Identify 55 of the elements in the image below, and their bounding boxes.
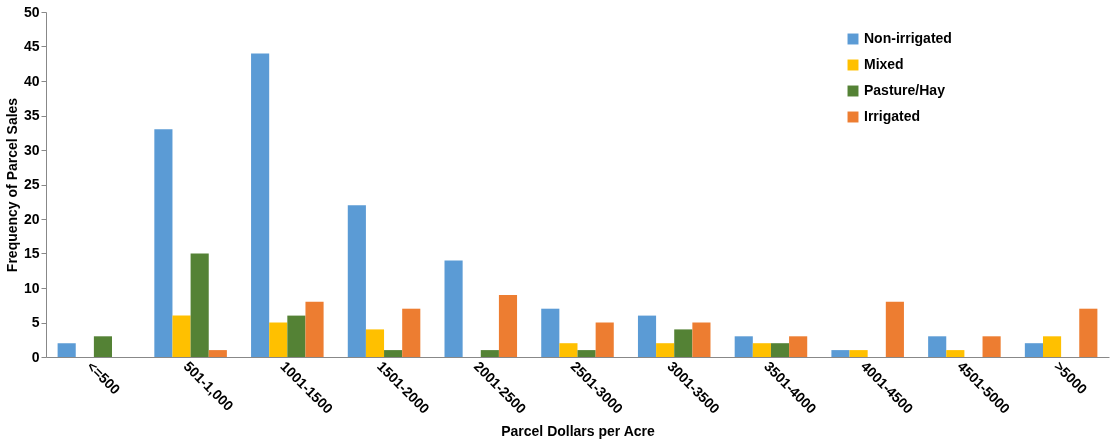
legend-label: Non-irrigated <box>864 30 952 46</box>
bar <box>402 308 421 357</box>
bar <box>752 343 771 357</box>
bar <box>1042 336 1062 357</box>
bar <box>208 350 227 357</box>
y-tick-label: 15 <box>23 245 40 261</box>
y-axis-title: Frequency of Parcel Sales <box>3 97 20 273</box>
bar <box>305 301 324 357</box>
y-tick-label: 35 <box>23 107 40 123</box>
bar <box>93 336 113 357</box>
bar <box>734 336 753 357</box>
bar <box>577 350 596 357</box>
y-tick-label: 20 <box>23 210 40 227</box>
bar <box>541 308 560 357</box>
bar <box>674 329 693 357</box>
legend-label: Irrigated <box>864 108 921 124</box>
bar <box>946 350 965 357</box>
bar <box>982 336 1001 357</box>
bar <box>637 315 657 357</box>
bar <box>1024 343 1043 357</box>
bar <box>849 350 868 357</box>
y-tick-label: 50 <box>23 3 40 20</box>
bar <box>928 336 947 357</box>
bar <box>692 322 711 357</box>
bar <box>251 53 270 357</box>
bar <box>347 205 366 357</box>
legend-label: Pasture/Hay <box>864 82 946 98</box>
bar <box>154 129 173 357</box>
bar <box>770 343 790 357</box>
bar <box>559 343 578 357</box>
bar <box>595 322 614 357</box>
bar <box>172 315 191 357</box>
bar <box>480 350 499 357</box>
y-tick-label: 10 <box>23 279 40 296</box>
bar <box>287 315 306 357</box>
bar <box>190 253 209 357</box>
legend-label: Mixed <box>864 56 904 72</box>
bar <box>831 350 850 357</box>
bar <box>269 322 288 357</box>
bar <box>885 301 904 357</box>
y-tick-label: 30 <box>23 141 40 158</box>
bar <box>789 336 808 357</box>
y-tick-label: 0 <box>31 348 40 365</box>
bar <box>57 343 76 357</box>
y-tick-label: 25 <box>23 176 40 192</box>
bar <box>656 343 675 357</box>
bar <box>498 294 518 357</box>
bar <box>1079 308 1098 357</box>
bar <box>365 329 385 357</box>
y-tick-label: 45 <box>23 38 40 54</box>
x-axis-title: Parcel Dollars per Acre <box>501 422 655 439</box>
y-tick-label: 40 <box>23 72 40 89</box>
bar <box>444 260 463 357</box>
y-tick-label: 5 <box>31 314 40 330</box>
bar <box>384 350 403 357</box>
